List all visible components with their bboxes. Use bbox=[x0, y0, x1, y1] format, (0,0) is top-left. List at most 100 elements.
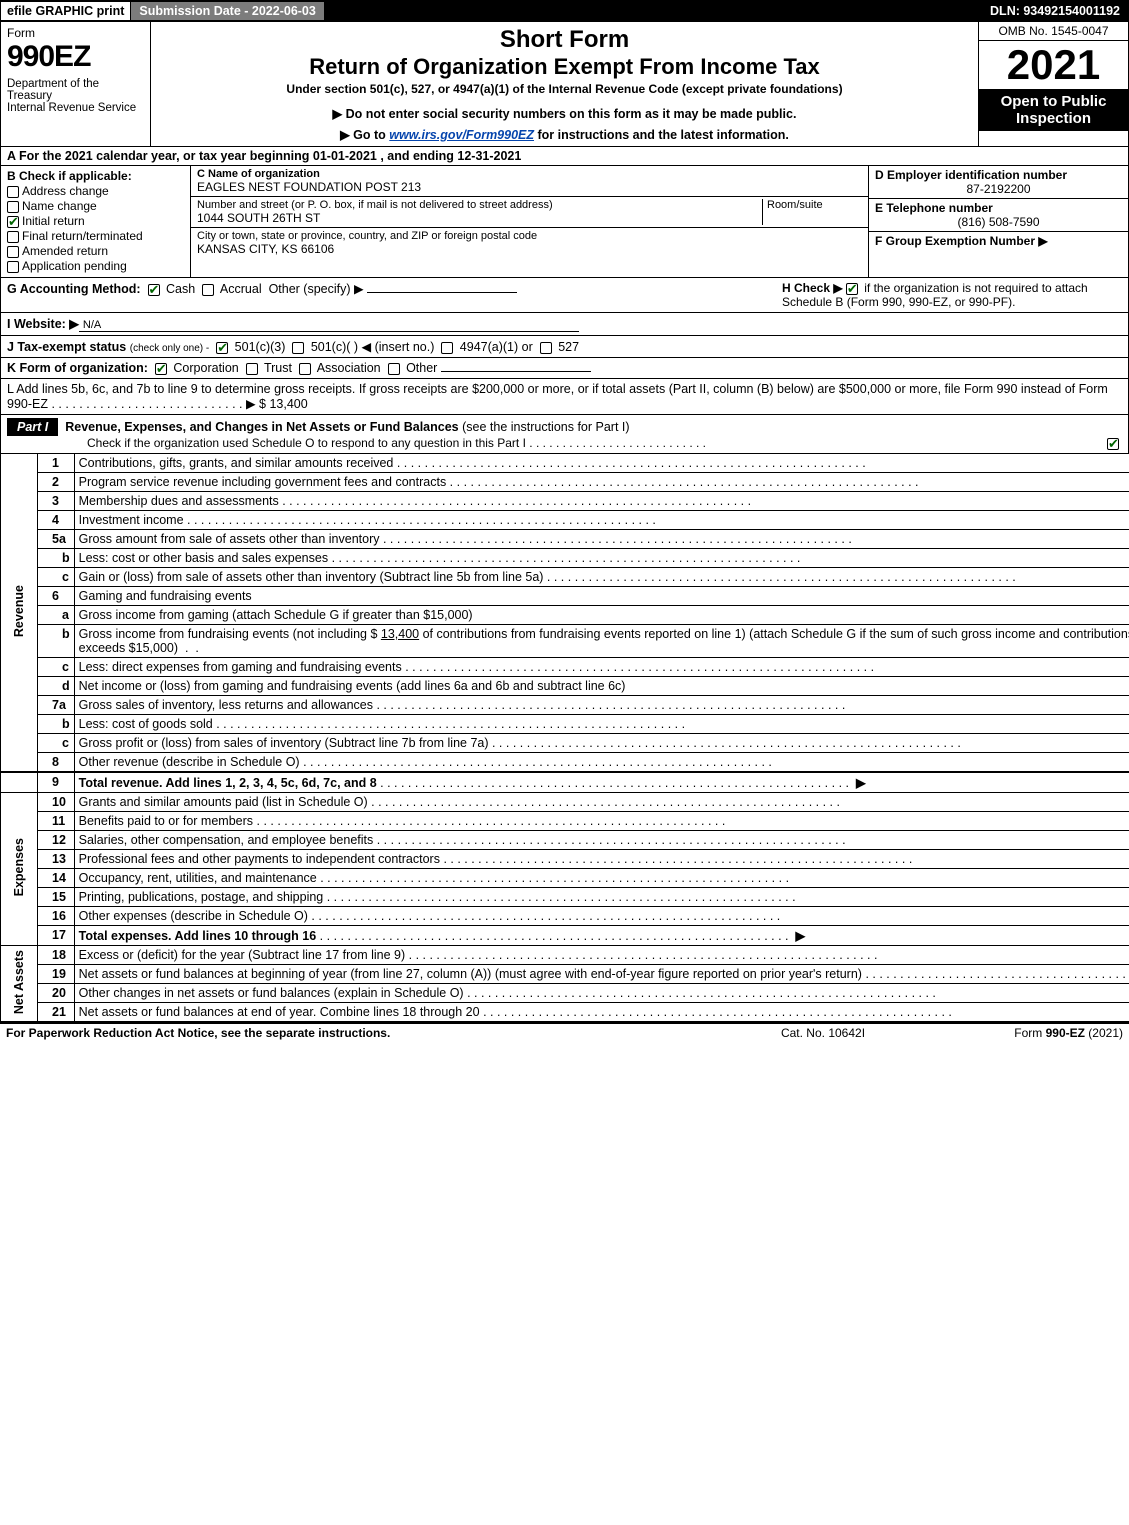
street-address: 1044 SOUTH 26TH ST bbox=[197, 211, 762, 225]
footer-right: Form 990-EZ (2021) bbox=[923, 1026, 1123, 1040]
goto-line: ▶ Go to www.irs.gov/Form990EZ for instru… bbox=[157, 127, 972, 142]
check-name-change[interactable]: Name change bbox=[7, 199, 184, 213]
sidebar-revenue: Revenue bbox=[1, 454, 38, 772]
check-association[interactable] bbox=[299, 363, 311, 375]
omb-number: OMB No. 1545-0047 bbox=[979, 22, 1128, 41]
check-trust[interactable] bbox=[246, 363, 258, 375]
l-value: ▶ $ 13,400 bbox=[246, 397, 308, 411]
k-label: K Form of organization: bbox=[7, 361, 148, 375]
part-1-table: Revenue 1 Contributions, gifts, grants, … bbox=[0, 454, 1129, 1022]
form-header: Form 990EZ Department of the Treasury In… bbox=[0, 22, 1129, 147]
check-schedule-o[interactable] bbox=[1107, 438, 1119, 450]
part-1-sub: Check if the organization used Schedule … bbox=[87, 436, 526, 450]
dept-label: Department of the Treasury Internal Reve… bbox=[7, 78, 144, 114]
footer-left: For Paperwork Reduction Act Notice, see … bbox=[6, 1026, 723, 1040]
col-c: C Name of organization EAGLES NEST FOUND… bbox=[191, 166, 868, 277]
page-footer: For Paperwork Reduction Act Notice, see … bbox=[0, 1022, 1129, 1042]
check-501c3[interactable] bbox=[216, 342, 228, 354]
table-row: 21Net assets or fund balances at end of … bbox=[1, 1003, 1129, 1022]
goto-post: for instructions and the latest informat… bbox=[534, 128, 789, 142]
sidebar-expenses: Expenses bbox=[1, 793, 38, 946]
4947-label: 4947(a)(1) or bbox=[460, 340, 533, 354]
irs-link[interactable]: www.irs.gov/Form990EZ bbox=[389, 128, 534, 142]
check-address-change[interactable]: Address change bbox=[7, 184, 184, 198]
org-name: EAGLES NEST FOUNDATION POST 213 bbox=[197, 180, 862, 194]
d-label: D Employer identification number bbox=[875, 168, 1122, 182]
check-527[interactable] bbox=[540, 342, 552, 354]
check-4947[interactable] bbox=[441, 342, 453, 354]
header-left: Form 990EZ Department of the Treasury In… bbox=[1, 22, 151, 146]
table-row: aGross income from gaming (attach Schedu… bbox=[1, 606, 1129, 625]
other-org-label: Other bbox=[406, 361, 437, 375]
table-row: 14Occupancy, rent, utilities, and mainte… bbox=[1, 869, 1129, 888]
other-specify-input[interactable] bbox=[367, 292, 517, 293]
check-other-org[interactable] bbox=[388, 363, 400, 375]
under-section: Under section 501(c), 527, or 4947(a)(1)… bbox=[157, 82, 972, 96]
b-label: B Check if applicable: bbox=[7, 169, 184, 183]
top-bar: efile GRAPHIC print Submission Date - 20… bbox=[0, 0, 1129, 22]
table-row: 19Net assets or fund balances at beginni… bbox=[1, 965, 1129, 984]
part-1-header: Part I Revenue, Expenses, and Changes in… bbox=[0, 415, 1129, 454]
check-final-return[interactable]: Final return/terminated bbox=[7, 229, 184, 243]
line-l: L Add lines 5b, 6c, and 7b to line 9 to … bbox=[0, 379, 1129, 415]
table-row: Net Assets 18Excess or (deficit) for the… bbox=[1, 946, 1129, 965]
website-value: N/A bbox=[79, 319, 579, 332]
city-state-zip: KANSAS CITY, KS 66106 bbox=[197, 242, 862, 256]
check-amended-return[interactable]: Amended return bbox=[7, 244, 184, 258]
j-note: (check only one) - bbox=[130, 343, 209, 354]
table-row: 15Printing, publications, postage, and s… bbox=[1, 888, 1129, 907]
tax-year: 2021 bbox=[979, 41, 1128, 89]
header-mid: Short Form Return of Organization Exempt… bbox=[151, 22, 978, 146]
form-word: Form bbox=[7, 26, 144, 40]
e-label: E Telephone number bbox=[875, 201, 1122, 215]
line-j: J Tax-exempt status (check only one) - 5… bbox=[0, 336, 1129, 358]
table-row: 9Total revenue. Add lines 1, 2, 3, 4, 5c… bbox=[1, 772, 1129, 793]
g-label: G Accounting Method: bbox=[7, 282, 141, 296]
table-row: cGross profit or (loss) from sales of in… bbox=[1, 734, 1129, 753]
check-501c[interactable] bbox=[292, 342, 304, 354]
line-a: A For the 2021 calendar year, or tax yea… bbox=[0, 147, 1129, 166]
f-label: F Group Exemption Number ▶ bbox=[875, 234, 1122, 248]
footer-mid: Cat. No. 10642I bbox=[723, 1026, 923, 1040]
submission-date: Submission Date - 2022-06-03 bbox=[131, 2, 324, 20]
check-cash[interactable] bbox=[148, 284, 160, 296]
sidebar-net-assets: Net Assets bbox=[1, 946, 38, 1022]
table-row: 2Program service revenue including gover… bbox=[1, 473, 1129, 492]
table-row: 8Other revenue (describe in Schedule O) … bbox=[1, 753, 1129, 773]
check-corporation[interactable] bbox=[155, 363, 167, 375]
table-row: Revenue 1 Contributions, gifts, grants, … bbox=[1, 454, 1129, 473]
table-row: 7aGross sales of inventory, less returns… bbox=[1, 696, 1129, 715]
phone-value: (816) 508-7590 bbox=[875, 215, 1122, 229]
goto-pre: ▶ Go to bbox=[340, 128, 389, 142]
table-row: 16Other expenses (describe in Schedule O… bbox=[1, 907, 1129, 926]
table-row: 5aGross amount from sale of assets other… bbox=[1, 530, 1129, 549]
check-accrual[interactable] bbox=[202, 284, 214, 296]
table-row: dNet income or (loss) from gaming and fu… bbox=[1, 677, 1129, 696]
col-d-e-f: D Employer identification number 87-2192… bbox=[868, 166, 1128, 277]
table-row: 6Gaming and fundraising events bbox=[1, 587, 1129, 606]
ein-value: 87-2192200 bbox=[875, 182, 1122, 196]
line-k: K Form of organization: Corporation Trus… bbox=[0, 358, 1129, 379]
h-label: H Check ▶ bbox=[782, 281, 846, 295]
j-label: J Tax-exempt status bbox=[7, 340, 126, 354]
check-initial-return[interactable]: Initial return bbox=[7, 214, 184, 228]
city-label: City or town, state or province, country… bbox=[197, 230, 862, 242]
part-1-label: Part I bbox=[7, 418, 58, 436]
do-not-enter: ▶ Do not enter social security numbers o… bbox=[157, 106, 972, 121]
other-org-input[interactable] bbox=[441, 371, 591, 372]
line-g-h: G Accounting Method: Cash Accrual Other … bbox=[0, 278, 1129, 313]
table-row: 17Total expenses. Add lines 10 through 1… bbox=[1, 926, 1129, 946]
accrual-label: Accrual bbox=[220, 282, 262, 296]
corp-label: Corporation bbox=[173, 361, 238, 375]
table-row: bLess: cost or other basis and sales exp… bbox=[1, 549, 1129, 568]
table-row: 12Salaries, other compensation, and empl… bbox=[1, 831, 1129, 850]
part-1-instr: (see the instructions for Part I) bbox=[462, 420, 629, 434]
part-1-title: Revenue, Expenses, and Changes in Net As… bbox=[65, 420, 458, 434]
check-application-pending[interactable]: Application pending bbox=[7, 259, 184, 273]
efile-label: efile GRAPHIC print bbox=[1, 2, 131, 20]
room-suite-label: Room/suite bbox=[762, 199, 862, 225]
short-form-title: Short Form bbox=[157, 26, 972, 54]
cash-label: Cash bbox=[166, 282, 195, 296]
check-h[interactable] bbox=[846, 283, 858, 295]
table-row: cGain or (loss) from sale of assets othe… bbox=[1, 568, 1129, 587]
